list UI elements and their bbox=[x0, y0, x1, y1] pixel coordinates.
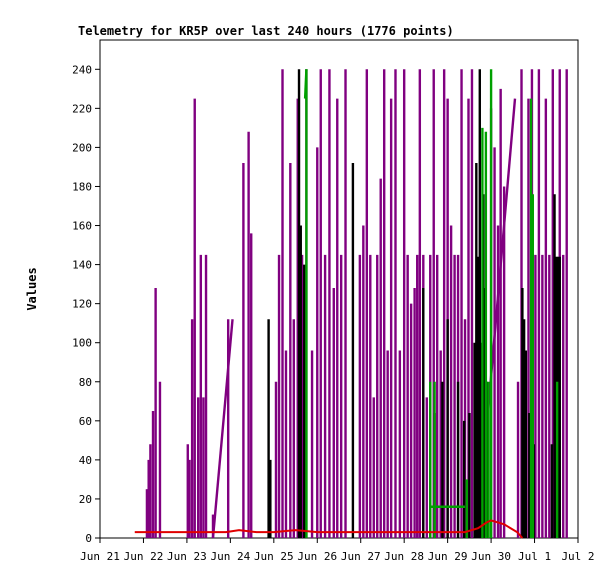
x-tick-label: Jul 1 bbox=[518, 550, 551, 563]
y-tick-label: 220 bbox=[72, 102, 92, 115]
y-tick-label: 60 bbox=[79, 415, 92, 428]
x-tick-label: Jun 24 bbox=[210, 550, 250, 563]
x-tick-label: Jul 2 bbox=[561, 550, 594, 563]
y-tick-label: 80 bbox=[79, 376, 92, 389]
y-tick-label: 180 bbox=[72, 180, 92, 193]
x-tick-label: Jun 25 bbox=[254, 550, 294, 563]
series-ramp bbox=[211, 319, 234, 539]
y-tick-label: 160 bbox=[72, 220, 92, 233]
x-tick-label: Jun 26 bbox=[297, 550, 337, 563]
x-tick-label: Jun 29 bbox=[428, 550, 468, 563]
x-tick-label: Jun 28 bbox=[384, 550, 424, 563]
y-tick-label: 0 bbox=[85, 532, 92, 545]
y-tick-label: 240 bbox=[72, 63, 92, 76]
chart-title: Telemetry for KR5P over last 240 hours (… bbox=[78, 24, 454, 38]
x-axis: Jun 21 Jun 22 Jun 23 Jun 24 Jun 25 Jun 26 Jun … bbox=[80, 538, 595, 563]
y-tick-label: 120 bbox=[72, 298, 92, 311]
y-tick-label: 100 bbox=[72, 337, 92, 350]
y-tick-label: 200 bbox=[72, 141, 92, 154]
plot-frame bbox=[99, 39, 579, 539]
x-tick-label: Jun 23 bbox=[167, 550, 207, 563]
x-tick-label: Jun 30 bbox=[471, 550, 511, 563]
series-ramp bbox=[303, 69, 308, 99]
series-3 bbox=[134, 519, 524, 539]
x-tick-label: Jun 22 bbox=[124, 550, 164, 563]
series-2 bbox=[303, 69, 559, 538]
plot-data bbox=[134, 69, 568, 539]
x-tick-label: Jun 27 bbox=[341, 550, 381, 563]
y-tick-label: 40 bbox=[79, 454, 92, 467]
y-axis: 0 20 40 60 80 100 120 140 160 180 200 220 240 bbox=[72, 63, 100, 545]
y-axis-label: Values bbox=[25, 267, 39, 310]
x-tick-label: Jun 21 bbox=[80, 550, 120, 563]
y-tick-label: 20 bbox=[79, 493, 92, 506]
series-line bbox=[134, 519, 524, 539]
y-tick-label: 140 bbox=[72, 259, 92, 272]
